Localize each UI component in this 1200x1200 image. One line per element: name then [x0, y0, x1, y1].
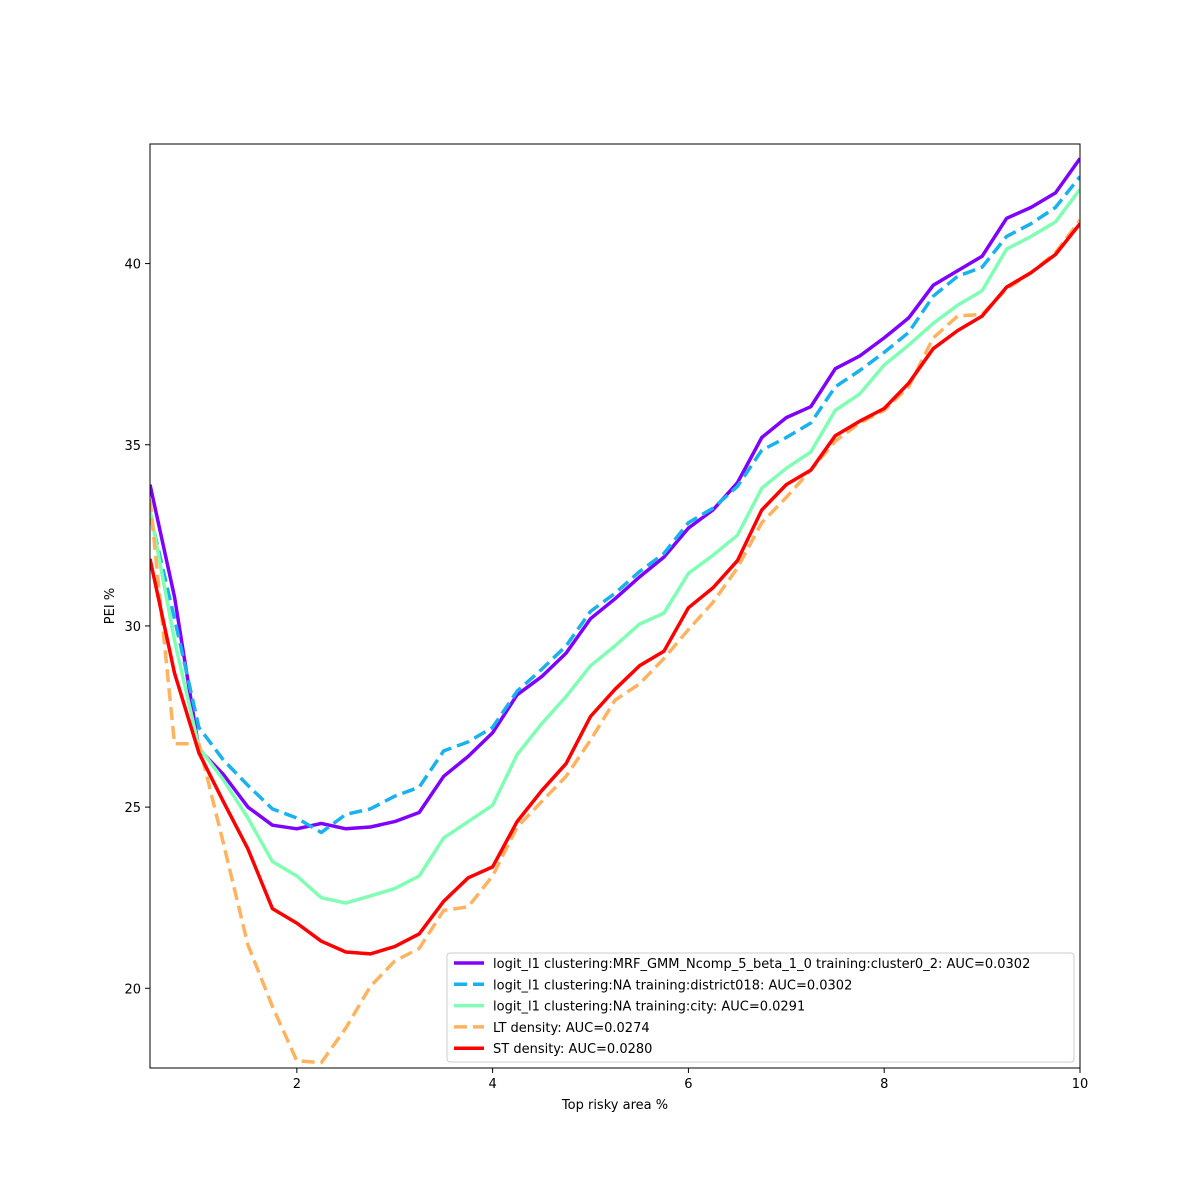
y-axis: 20 25 30 35 40: [124, 258, 150, 997]
y-tick-label: 30: [124, 620, 141, 635]
y-tick-label: 25: [124, 801, 141, 816]
x-tick-label: 6: [684, 1077, 692, 1092]
series-line-5: [150, 222, 1080, 956]
legend-label-2: logit_l1 clustering:NA training:district…: [493, 978, 852, 993]
x-tick-label: 8: [880, 1077, 888, 1092]
plot-frame: [149, 143, 1081, 1069]
legend-label-1: logit_l1 clustering:MRF_GMM_Ncomp_5_beta…: [493, 957, 1030, 972]
series-lines: [150, 157, 1080, 1065]
y-tick-label: 35: [124, 439, 141, 454]
series-line-3: [150, 188, 1080, 905]
x-axis-label: Top risky area %: [561, 1098, 668, 1113]
legend-entries: logit_l1 clustering:MRF_GMM_Ncomp_5_beta…: [454, 957, 1030, 1057]
x-tick-label: 10: [1072, 1077, 1089, 1092]
legend: logit_l1 clustering:MRF_GMM_Ncomp_5_beta…: [446, 952, 1075, 1063]
legend-label-4: LT density: AUC=0.0274: [493, 1021, 650, 1036]
y-axis-label: PEI %: [103, 588, 118, 624]
y-tick-label: 20: [124, 982, 141, 997]
series-line-4: [150, 219, 1080, 1065]
legend-label-5: ST density: AUC=0.0280: [493, 1042, 652, 1057]
y-tick-label: 40: [124, 258, 141, 273]
legend-box: [446, 952, 1075, 1063]
series-line-1: [150, 157, 1080, 831]
series-line-2: [150, 175, 1080, 835]
x-tick-label: 4: [488, 1077, 496, 1092]
x-tick-label: 2: [293, 1077, 301, 1092]
x-axis: 2 4 6 8 10: [293, 1068, 1089, 1092]
legend-label-3: logit_l1 clustering:NA training:city: AU…: [493, 1000, 805, 1015]
